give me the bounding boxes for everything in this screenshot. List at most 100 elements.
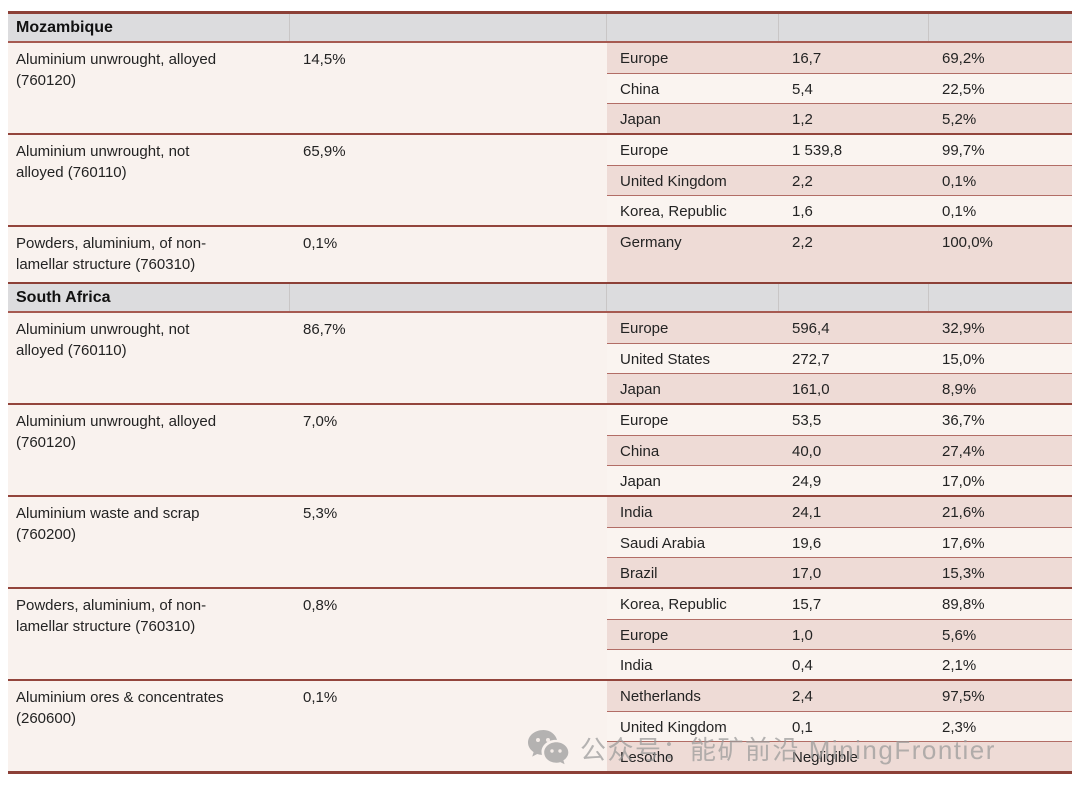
product-cell: Aluminium unwrought, not alloyed (760110… xyxy=(8,135,290,225)
destination-name: India xyxy=(620,657,653,674)
destination-share: 99,7% xyxy=(942,142,985,159)
header-cell xyxy=(607,284,779,311)
destination-share: 17,6% xyxy=(942,535,985,552)
header-cell xyxy=(607,14,779,41)
destination-name: Europe xyxy=(620,320,669,337)
destination-row: Europe 596,4 32,9% xyxy=(607,313,1072,343)
destination-share: 15,0% xyxy=(942,351,985,368)
destination-row: India 0,4 2,1% xyxy=(607,649,1072,679)
destination-row: Netherlands 2,4 97,5% xyxy=(607,681,1072,711)
destination-row: United Kingdom 2,2 0,1% xyxy=(607,165,1072,195)
country-section: Mozambique Aluminium unwrought, alloyed … xyxy=(8,14,1072,282)
destination-share: 69,2% xyxy=(942,50,985,67)
destination-value: 596,4 xyxy=(792,320,830,337)
destination-value: 2,4 xyxy=(792,688,813,705)
destination-row: China 5,4 22,5% xyxy=(607,73,1072,103)
product-group-row: Aluminium unwrought, alloyed (760120) 14,… xyxy=(8,43,1072,133)
destination-subtable: Korea, Republic 15,7 89,8% Europe 1,0 5,6% Ind… xyxy=(607,589,1072,679)
product-cell: Aluminium unwrought, not alloyed (760110… xyxy=(8,313,290,403)
destination-name: Europe xyxy=(620,627,669,644)
header-cell xyxy=(779,284,929,311)
product-share-cell: 86,7% xyxy=(290,313,607,403)
destination-name: Saudi Arabia xyxy=(620,535,706,552)
destination-name: Japan xyxy=(620,111,661,128)
header-cell xyxy=(929,284,1072,311)
destination-share: 5,2% xyxy=(942,111,977,128)
destination-row: Europe 1 539,8 99,7% xyxy=(607,135,1072,165)
destination-value: 0,1 xyxy=(792,719,813,736)
destination-value: 1 539,8 xyxy=(792,142,843,159)
product-cell: Aluminium unwrought, alloyed (760120) xyxy=(8,405,290,495)
destination-value: 1,6 xyxy=(792,203,813,220)
destination-share: 100,0% xyxy=(942,234,993,251)
destination-name: India xyxy=(620,504,653,521)
product-group-row: Powders, aluminium, of non-lamellar stru… xyxy=(8,587,1072,679)
product-group-row: Powders, aluminium, of non-lamellar stru… xyxy=(8,225,1072,282)
destination-subtable: Netherlands 2,4 97,5% United Kingdom 0,1 2,3%… xyxy=(607,681,1072,771)
destination-name: United Kingdom xyxy=(620,719,727,736)
destination-value: 53,5 xyxy=(792,412,822,429)
destination-subtable: Germany 2,2 100,0% xyxy=(607,227,1072,282)
product-share-cell: 5,3% xyxy=(290,497,607,587)
destination-subtable: Europe 16,7 69,2% China 5,4 22,5% Japan 1,2 5,2% xyxy=(607,43,1072,133)
destination-share: 2,1% xyxy=(942,657,977,674)
destination-value: 0,4 xyxy=(792,657,813,674)
destination-name: Japan xyxy=(620,381,661,398)
country-name: Mozambique xyxy=(16,19,113,36)
destination-name: United States xyxy=(620,351,711,368)
product-group-row: Aluminium ores & concentrates (260600) 0,… xyxy=(8,679,1072,771)
product-share-cell: 65,9% xyxy=(290,135,607,225)
destination-value: 19,6 xyxy=(792,535,822,552)
destination-name: Lesotho xyxy=(620,749,674,766)
destination-value: 1,2 xyxy=(792,111,813,128)
header-cell: Mozambique xyxy=(8,14,290,41)
product-share-cell: 0,1% xyxy=(290,227,607,282)
destination-name: United Kingdom xyxy=(620,173,727,190)
destination-share: 22,5% xyxy=(942,81,985,98)
destination-value: 2,2 xyxy=(792,234,813,251)
destination-value: 17,0 xyxy=(792,565,822,582)
product-share-cell: 0,8% xyxy=(290,589,607,679)
destination-name: Europe xyxy=(620,412,669,429)
country-header-row: South Africa xyxy=(8,282,1072,313)
product-group-row: Aluminium unwrought, alloyed (760120) 7,0… xyxy=(8,403,1072,495)
header-cell xyxy=(779,14,929,41)
destination-row: Saudi Arabia 19,6 17,6% xyxy=(607,527,1072,557)
header-cell xyxy=(290,284,607,311)
watermark-text: 公众号：能矿前沿 MiningFrontier xyxy=(580,734,996,765)
watermark: 公众号：能矿前沿 MiningFrontier xyxy=(527,727,996,769)
destination-name: Korea, Republic xyxy=(620,596,727,613)
product-cell: Powders, aluminium, of non-lamellar stru… xyxy=(8,589,290,679)
destination-name: Japan xyxy=(620,473,661,490)
destination-row: Lesotho Negligible xyxy=(607,741,1072,771)
destination-share: 21,6% xyxy=(942,504,985,521)
destination-row: China 40,0 27,4% xyxy=(607,435,1072,465)
destination-share: 36,7% xyxy=(942,412,985,429)
destination-row: Europe 53,5 36,7% xyxy=(607,405,1072,435)
header-cell: South Africa xyxy=(8,284,290,311)
destination-value: 24,1 xyxy=(792,504,822,521)
destination-row: Japan 24,9 17,0% xyxy=(607,465,1072,495)
destination-name: Europe xyxy=(620,142,669,159)
destination-share: 15,3% xyxy=(942,565,985,582)
destination-share: 2,3% xyxy=(942,719,977,736)
destination-value: 161,0 xyxy=(792,381,830,398)
trade-table: Mozambique Aluminium unwrought, alloyed … xyxy=(8,11,1072,774)
destination-row: Germany 2,2 100,0% xyxy=(607,227,1072,282)
destination-share: 0,1% xyxy=(942,173,977,190)
destination-share: 27,4% xyxy=(942,443,985,460)
destination-row: United Kingdom 0,1 2,3% xyxy=(607,711,1072,741)
destination-row: Korea, Republic 15,7 89,8% xyxy=(607,589,1072,619)
destination-name: China xyxy=(620,81,660,98)
destination-value: 1,0 xyxy=(792,627,813,644)
destination-subtable: Europe 53,5 36,7% China 40,0 27,4% Japan 24,9 17… xyxy=(607,405,1072,495)
header-cell xyxy=(929,14,1072,41)
destination-subtable: Europe 596,4 32,9% United States 272,7 15,0% J… xyxy=(607,313,1072,403)
product-share-cell: 7,0% xyxy=(290,405,607,495)
destination-value: 272,7 xyxy=(792,351,830,368)
destination-share: 8,9% xyxy=(942,381,977,398)
destination-share: 17,0% xyxy=(942,473,985,490)
destination-row: Europe 16,7 69,2% xyxy=(607,43,1072,73)
product-cell: Aluminium ores & concentrates (260600) xyxy=(8,681,290,771)
destination-share: 0,1% xyxy=(942,203,977,220)
